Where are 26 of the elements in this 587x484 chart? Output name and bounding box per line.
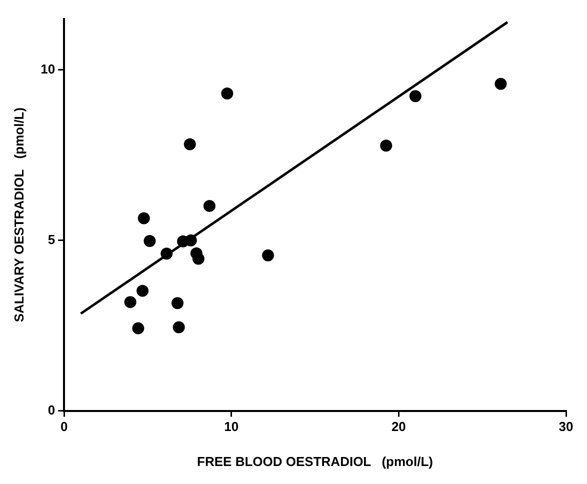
point bbox=[172, 297, 184, 310]
y-tick-label: 10 bbox=[40, 62, 56, 77]
point bbox=[409, 90, 422, 102]
point bbox=[184, 138, 196, 150]
point bbox=[192, 252, 204, 265]
point bbox=[184, 234, 197, 246]
point bbox=[380, 140, 392, 152]
x-tick-label: 10 bbox=[224, 419, 239, 434]
x-tick-label: 30 bbox=[558, 419, 574, 434]
x-tick-label: 0 bbox=[60, 419, 68, 434]
point bbox=[144, 235, 156, 248]
point bbox=[494, 78, 507, 90]
point bbox=[172, 321, 185, 334]
y-tick-label: 0 bbox=[48, 402, 56, 418]
point bbox=[262, 249, 274, 262]
point bbox=[160, 248, 173, 260]
y-tick-label: 5 bbox=[48, 232, 56, 247]
point bbox=[132, 322, 144, 334]
x-tick-label: 20 bbox=[391, 419, 406, 434]
point bbox=[203, 200, 216, 212]
point bbox=[138, 212, 150, 224]
point bbox=[136, 284, 149, 297]
x-axis-title: FREE BLOOD OESTRADIOL (pmol/L) bbox=[197, 454, 433, 469]
point bbox=[124, 296, 136, 308]
point bbox=[221, 87, 234, 100]
y-axis-title: SALIVARY OESTRADIOL (pmol/L) bbox=[11, 107, 26, 322]
